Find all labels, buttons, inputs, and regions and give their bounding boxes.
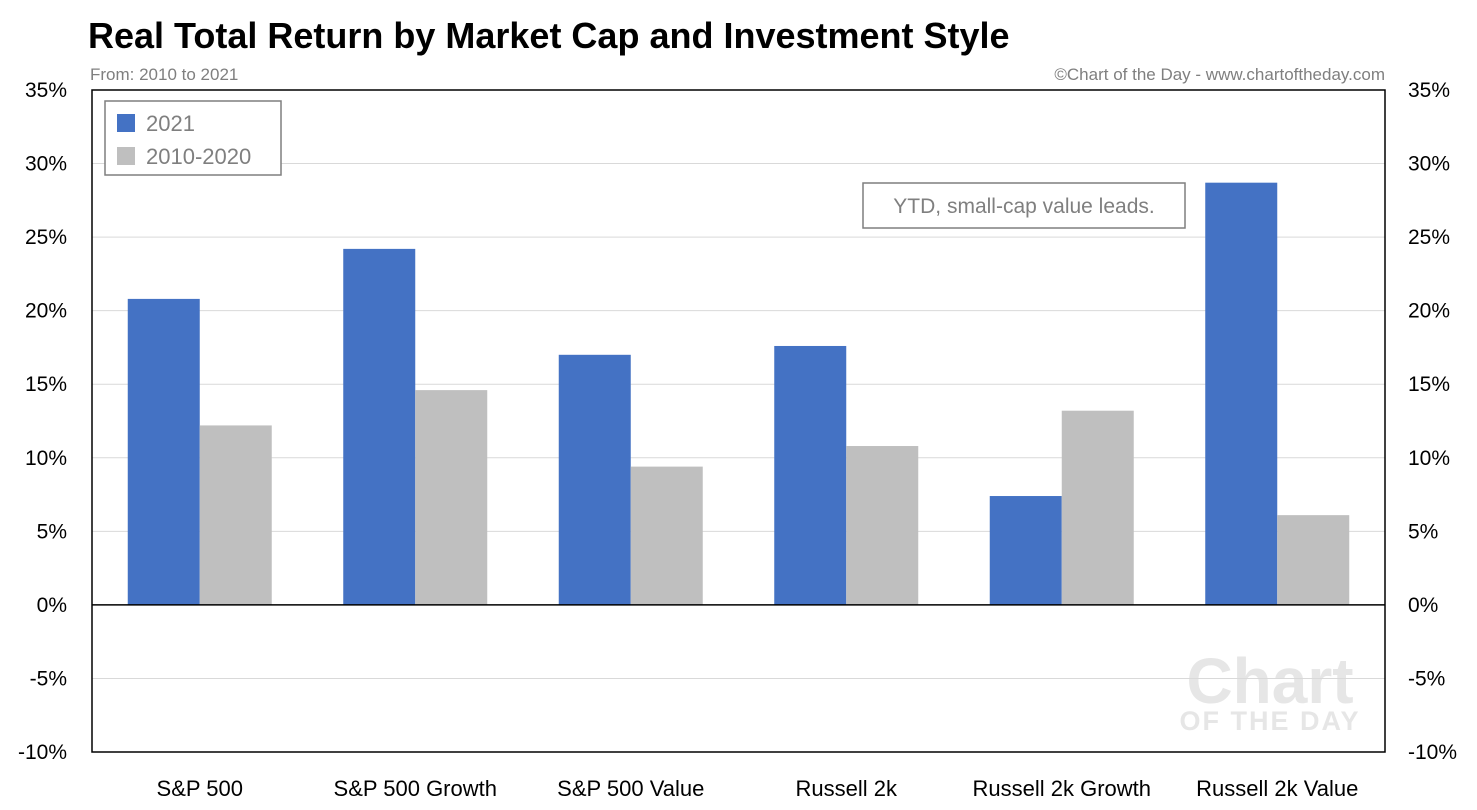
- bar-2010-2020-sandp-500: [199, 425, 272, 605]
- bar-2010-2020-russell-2k: [846, 446, 919, 605]
- bar-2010-2020-russell-2k-growth: [1061, 410, 1134, 605]
- y-tick-label-right: -5%: [1408, 667, 1445, 690]
- bar-2021-russell-2k-value: [1205, 182, 1278, 605]
- x-axis-categories: S&P 500 S&P 500 Growth S&P 500 Value Russel…: [157, 776, 1359, 801]
- legend-swatch-2010-2020: [117, 147, 135, 165]
- y-tick-label-left: -10%: [18, 741, 67, 764]
- y-tick-label-right: 0%: [1408, 594, 1438, 617]
- bar-2021-russell-2k-growth: [989, 496, 1062, 605]
- bar-2021-sandp-500-growth: [343, 248, 416, 605]
- x-category-label: Russell 2k Growth: [972, 776, 1151, 801]
- x-category-label: S&P 500: [157, 776, 243, 801]
- legend-swatch-2021: [117, 114, 135, 132]
- plot-area-frame: [91, 89, 1386, 753]
- chart-title: Real Total Return by Market Cap and Inve…: [88, 15, 1010, 56]
- annotation-box: [862, 182, 1186, 229]
- annotation: YTD, small-cap value leads.: [862, 182, 1186, 229]
- y-tick-label-right: -10%: [1408, 741, 1457, 764]
- y-tick-label-right: 20%: [1408, 300, 1450, 323]
- y-tick-label-left: 0%: [37, 594, 67, 617]
- y-tick-label-left: 20%: [25, 300, 67, 323]
- legend-label-2010-2020: 2010-2020: [146, 144, 251, 169]
- y-tick-label-right: 30%: [1408, 153, 1450, 176]
- y-axis-right: 35% 30% 25% 20% 15% 10% 5% 0% -5% -10%: [1408, 79, 1457, 764]
- y-tick-label-right: 25%: [1408, 226, 1450, 249]
- y-tick-label-right: 5%: [1408, 520, 1438, 543]
- annotation-text: YTD, small-cap value leads.: [893, 195, 1154, 218]
- y-tick-label-left: 5%: [37, 520, 67, 543]
- y-tick-label-left: -5%: [30, 667, 67, 690]
- legend-label-2021: 2021: [146, 111, 195, 136]
- bar-2021-russell-2k: [774, 345, 847, 605]
- bar-2010-2020-sandp-500-value: [630, 466, 703, 605]
- y-tick-label-right: 15%: [1408, 373, 1450, 396]
- bar-2010-2020-sandp-500-growth: [415, 390, 488, 605]
- gridlines: [92, 163, 1385, 679]
- bars: [127, 182, 1350, 605]
- bar-2021-sandp-500: [127, 298, 200, 605]
- x-category-label: Russell 2k: [796, 776, 898, 801]
- chart-of-the-day-watermark: Chart OF THE DAY: [1179, 645, 1360, 736]
- y-tick-label-right: 10%: [1408, 447, 1450, 470]
- copyright-credit: ©Chart of the Day - www.chartoftheday.co…: [1054, 65, 1385, 84]
- watermark-chart-text: Chart: [1186, 645, 1353, 717]
- bar-2021-sandp-500-value: [558, 354, 631, 605]
- watermark-ofthe-day-text: OF THE DAY: [1179, 706, 1360, 736]
- y-tick-label-right: 35%: [1408, 79, 1450, 102]
- x-category-label: S&P 500 Value: [557, 776, 704, 801]
- x-category-label: S&P 500 Growth: [334, 776, 497, 801]
- y-tick-label-left: 25%: [25, 226, 67, 249]
- chart-subtitle: From: 2010 to 2021: [90, 65, 238, 84]
- y-tick-label-left: 15%: [25, 373, 67, 396]
- y-tick-label-left: 30%: [25, 153, 67, 176]
- bar-2010-2020-russell-2k-value: [1277, 515, 1350, 605]
- legend: 2021 2010-2020: [104, 100, 282, 176]
- y-tick-label-left: 35%: [25, 79, 67, 102]
- x-category-label: Russell 2k Value: [1196, 776, 1358, 801]
- y-tick-label-left: 10%: [25, 447, 67, 470]
- y-axis-left: 35% 30% 25% 20% 15% 10% 5% 0% -5% -10%: [18, 79, 67, 764]
